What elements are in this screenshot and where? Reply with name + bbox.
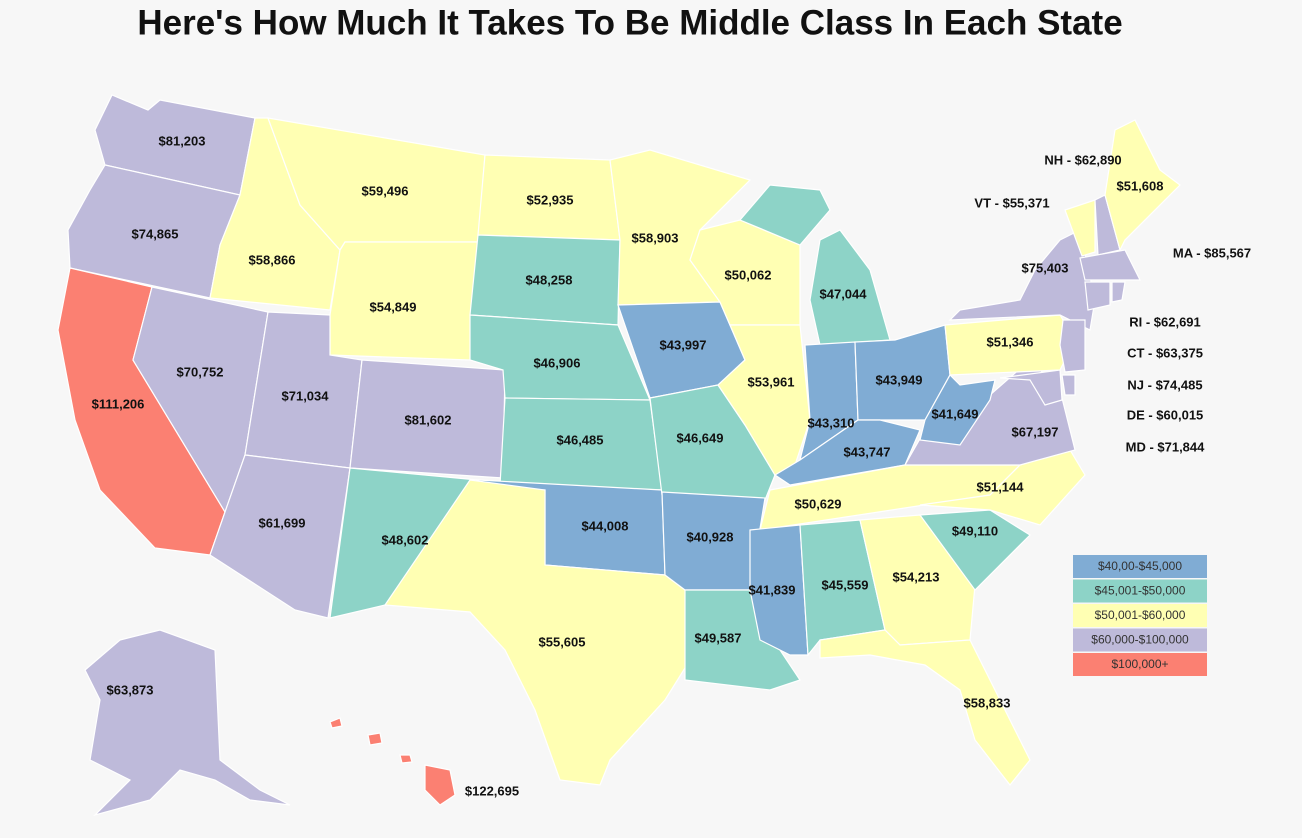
state-label: $46,649 (677, 430, 724, 445)
legend-label: $45,001-$50,000 (1095, 584, 1186, 598)
state-label: $58,903 (632, 230, 679, 245)
state-label: NJ - $74,485 (1127, 377, 1202, 392)
state-label: $47,044 (820, 286, 868, 301)
state (918, 509, 1031, 591)
state-label: $70,752 (177, 364, 224, 379)
legend: $40,00-$45,000 $45,001-$50,000 $50,001-$60… (1073, 555, 1207, 676)
state (383, 479, 691, 786)
state-label: $51,608 (1117, 178, 1164, 193)
state-label: $48,602 (382, 532, 429, 547)
state-label: $41,839 (749, 582, 796, 597)
state-label: $58,833 (964, 695, 1011, 710)
legend-swatch (1073, 579, 1207, 603)
state-label: $81,203 (159, 133, 206, 148)
state-label: MD - $71,844 (1126, 439, 1206, 454)
state-label: $43,747 (844, 444, 891, 459)
state-label: $61,699 (259, 515, 306, 530)
state (424, 764, 456, 806)
state-label: $51,346 (987, 334, 1034, 349)
state (1061, 374, 1076, 396)
state (329, 717, 343, 729)
legend-label: $50,001-$60,000 (1095, 608, 1186, 622)
state (84, 629, 291, 817)
map-title: Here's How Much It Takes To Be Middle Cl… (137, 3, 1122, 42)
state-label: $49,587 (695, 630, 742, 645)
state-label: $58,866 (249, 252, 296, 267)
state-label: DE - $60,015 (1127, 407, 1204, 422)
state (399, 754, 413, 764)
state-label: RI - $62,691 (1129, 314, 1201, 329)
state (367, 732, 383, 746)
state (819, 629, 1031, 786)
legend-swatch (1073, 604, 1207, 627)
state (948, 229, 1096, 331)
legend-label: $40,00-$45,000 (1098, 559, 1182, 573)
state-label: $74,865 (132, 226, 179, 241)
state (919, 449, 1086, 526)
state (739, 184, 831, 246)
state-label: $43,310 (808, 415, 855, 430)
state-label: $43,949 (876, 372, 923, 387)
state-label: $55,605 (539, 634, 586, 649)
state (1064, 199, 1096, 257)
state-label: $51,144 (977, 479, 1025, 494)
state-label: $54,213 (893, 569, 940, 584)
state-label: MA - $85,567 (1173, 245, 1251, 260)
state-label: $75,403 (1022, 260, 1069, 275)
state-label: $48,258 (526, 272, 573, 287)
state-label: VT - $55,371 (974, 195, 1049, 210)
state-label: $50,629 (795, 496, 842, 511)
state (773, 419, 921, 486)
state-label: $46,906 (534, 355, 581, 370)
legend-swatch (1073, 628, 1207, 652)
legend-label: $100,000+ (1111, 657, 1168, 671)
state-label: $71,034 (282, 388, 330, 403)
state-label: $63,873 (107, 682, 154, 697)
state-label: $43,997 (660, 337, 707, 352)
state-label: $50,062 (725, 267, 772, 282)
state (1104, 119, 1181, 252)
state-label: $122,695 (465, 783, 519, 798)
state-label: $67,197 (1012, 424, 1059, 439)
state-label: $49,110 (952, 523, 998, 538)
state-label: $52,935 (527, 192, 574, 207)
state-label: $44,008 (582, 518, 629, 533)
state-label: $40,928 (687, 529, 734, 544)
state (1059, 319, 1086, 373)
state (999, 369, 1063, 406)
legend-swatch (1073, 653, 1207, 676)
state (1079, 249, 1141, 281)
state-label: $41,649 (932, 406, 979, 421)
state-label: $45,559 (822, 577, 869, 592)
state (1084, 281, 1111, 311)
state-label: $81,602 (405, 412, 452, 427)
state (1111, 281, 1126, 303)
states (57, 94, 1181, 817)
state-label: $111,206 (92, 396, 145, 411)
state-label: NH - $62,890 (1044, 152, 1121, 167)
state-labels: $81,203 $74,865 $111,206 $58,866 $59,496 $54,… (92, 133, 1252, 798)
state-label: CT - $63,375 (1127, 345, 1203, 360)
state-label: $54,849 (370, 299, 417, 314)
state (919, 374, 996, 446)
state-label: $59,496 (362, 183, 409, 198)
state-label: $46,485 (557, 432, 604, 447)
state-label: $53,961 (748, 374, 795, 389)
legend-label: $60,000-$100,000 (1091, 633, 1189, 647)
legend-swatch (1073, 555, 1207, 578)
